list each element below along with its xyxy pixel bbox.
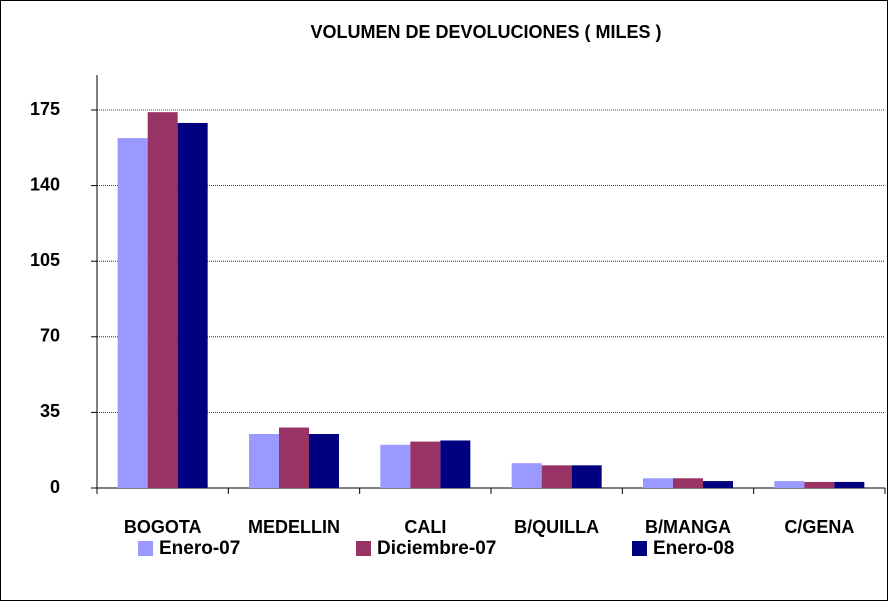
bar — [147, 112, 178, 488]
bar — [774, 481, 805, 488]
x-tick-label: B/QUILLA — [514, 517, 599, 537]
bar — [380, 444, 411, 488]
legend-label: Enero-08 — [653, 538, 734, 559]
bar — [440, 440, 471, 488]
y-tick-label: 35 — [40, 401, 60, 421]
bar — [834, 481, 865, 488]
x-tick-label: CALI — [404, 517, 446, 537]
bar — [249, 434, 279, 488]
bar — [279, 427, 309, 488]
chart-title: VOLUMEN DE DEVOLUCIONES ( MILES ) — [310, 22, 661, 42]
y-tick-label: 140 — [30, 174, 60, 194]
bar — [309, 434, 339, 488]
bar — [643, 478, 673, 488]
x-tick-label: B/MANGA — [645, 517, 731, 537]
bar — [541, 465, 572, 488]
bar — [177, 122, 208, 489]
bar — [703, 481, 733, 488]
y-tick-label: 175 — [30, 99, 60, 119]
legend-swatch — [138, 541, 153, 556]
bar — [673, 478, 703, 488]
y-tick-label: 0 — [50, 477, 60, 497]
legend-swatch — [356, 541, 371, 556]
x-tick-label: BOGOTA — [124, 517, 202, 537]
x-tick-label: C/GENA — [784, 517, 854, 537]
legend-label: Enero-07 — [159, 538, 240, 559]
y-tick-label: 70 — [40, 326, 60, 346]
bar — [511, 463, 542, 488]
y-tick-label: 105 — [30, 250, 60, 270]
bar — [410, 441, 441, 488]
legend-swatch — [632, 541, 647, 556]
legend-label: Diciembre-07 — [377, 538, 496, 559]
x-tick-label: MEDELLIN — [248, 517, 340, 537]
bar — [571, 465, 602, 488]
bar — [804, 481, 835, 488]
bar — [117, 138, 148, 488]
